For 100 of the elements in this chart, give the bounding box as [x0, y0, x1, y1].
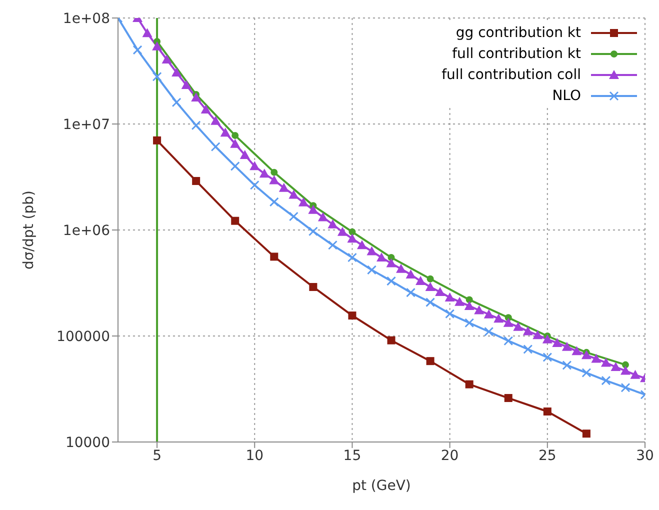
- y-axis-title: dσ/dpt (pb): [20, 190, 37, 270]
- point: [172, 98, 182, 108]
- point: [356, 240, 367, 250]
- point: [542, 352, 552, 362]
- point: [522, 326, 533, 336]
- point: [445, 309, 455, 319]
- point: [309, 282, 318, 291]
- point: [288, 190, 299, 199]
- point: [240, 150, 250, 159]
- point: [348, 228, 356, 236]
- point: [298, 197, 308, 206]
- point: [523, 344, 533, 354]
- point: [466, 296, 473, 304]
- point: [582, 368, 592, 378]
- point: [542, 334, 552, 344]
- point: [376, 252, 386, 262]
- point: [474, 305, 484, 314]
- point: [142, 28, 152, 38]
- point: [308, 204, 318, 214]
- point: [426, 275, 434, 282]
- legend-label: full contribution kt: [452, 46, 581, 62]
- legend-label: gg contribution kt: [456, 24, 581, 40]
- point: [503, 318, 514, 327]
- x-tick-label: 5: [152, 448, 162, 464]
- point: [270, 168, 278, 176]
- point: [406, 288, 416, 298]
- point: [444, 292, 455, 302]
- point: [562, 360, 572, 370]
- point: [269, 197, 279, 207]
- point: [347, 252, 357, 262]
- point: [152, 72, 162, 82]
- point: [630, 370, 640, 379]
- point: [464, 318, 474, 328]
- point: [591, 354, 602, 363]
- point: [162, 54, 172, 64]
- point: [552, 338, 562, 347]
- point: [454, 296, 465, 306]
- x-tick-label: 15: [343, 448, 362, 464]
- point: [513, 322, 524, 331]
- point: [191, 120, 201, 130]
- point: [366, 265, 376, 275]
- point: [465, 380, 474, 388]
- point: [582, 430, 590, 438]
- point: [504, 336, 514, 346]
- point: [259, 168, 270, 178]
- point: [387, 336, 396, 344]
- point: [278, 182, 289, 192]
- point: [210, 116, 221, 125]
- point: [504, 394, 512, 402]
- point: [172, 68, 182, 77]
- point: [601, 376, 611, 386]
- point: [288, 212, 298, 222]
- point: [231, 216, 240, 225]
- point: [308, 226, 318, 236]
- point: [250, 180, 260, 190]
- x-tick-label: 10: [246, 448, 264, 464]
- point: [328, 219, 338, 228]
- point: [426, 298, 436, 308]
- point: [581, 350, 592, 360]
- y-tick-label: 10000: [65, 434, 110, 451]
- point: [210, 142, 220, 152]
- point: [191, 92, 202, 102]
- x-axis-title: pt (GeV): [352, 478, 411, 494]
- point: [396, 264, 406, 273]
- point: [532, 330, 543, 340]
- point: [386, 276, 396, 286]
- point: [386, 258, 396, 268]
- point: [610, 362, 621, 371]
- point: [484, 309, 494, 318]
- y-tick-label: 100000: [56, 328, 110, 345]
- point: [270, 252, 278, 261]
- point: [347, 234, 358, 243]
- point: [620, 366, 630, 375]
- legend-label: NLO: [552, 88, 581, 104]
- point: [572, 346, 582, 356]
- point: [152, 41, 162, 50]
- point: [153, 136, 162, 144]
- point: [366, 246, 377, 256]
- point: [543, 407, 552, 416]
- point: [494, 314, 504, 323]
- point: [232, 132, 239, 139]
- x-tick-label: 25: [538, 448, 556, 464]
- point: [425, 282, 436, 291]
- point: [620, 382, 630, 392]
- y-tick-label: 1e+06: [62, 222, 110, 239]
- point: [220, 128, 230, 137]
- point: [192, 176, 200, 185]
- point: [348, 312, 356, 320]
- point: [250, 161, 260, 170]
- point: [484, 326, 494, 336]
- point: [230, 138, 240, 148]
- point: [181, 80, 192, 90]
- point: [426, 357, 434, 366]
- point: [132, 45, 142, 55]
- y-tick-label: 1e+07: [62, 116, 110, 133]
- point: [464, 300, 474, 310]
- point: [200, 104, 211, 114]
- y-tick-label: 1e+08: [62, 10, 110, 27]
- point: [600, 358, 611, 367]
- point: [230, 161, 240, 171]
